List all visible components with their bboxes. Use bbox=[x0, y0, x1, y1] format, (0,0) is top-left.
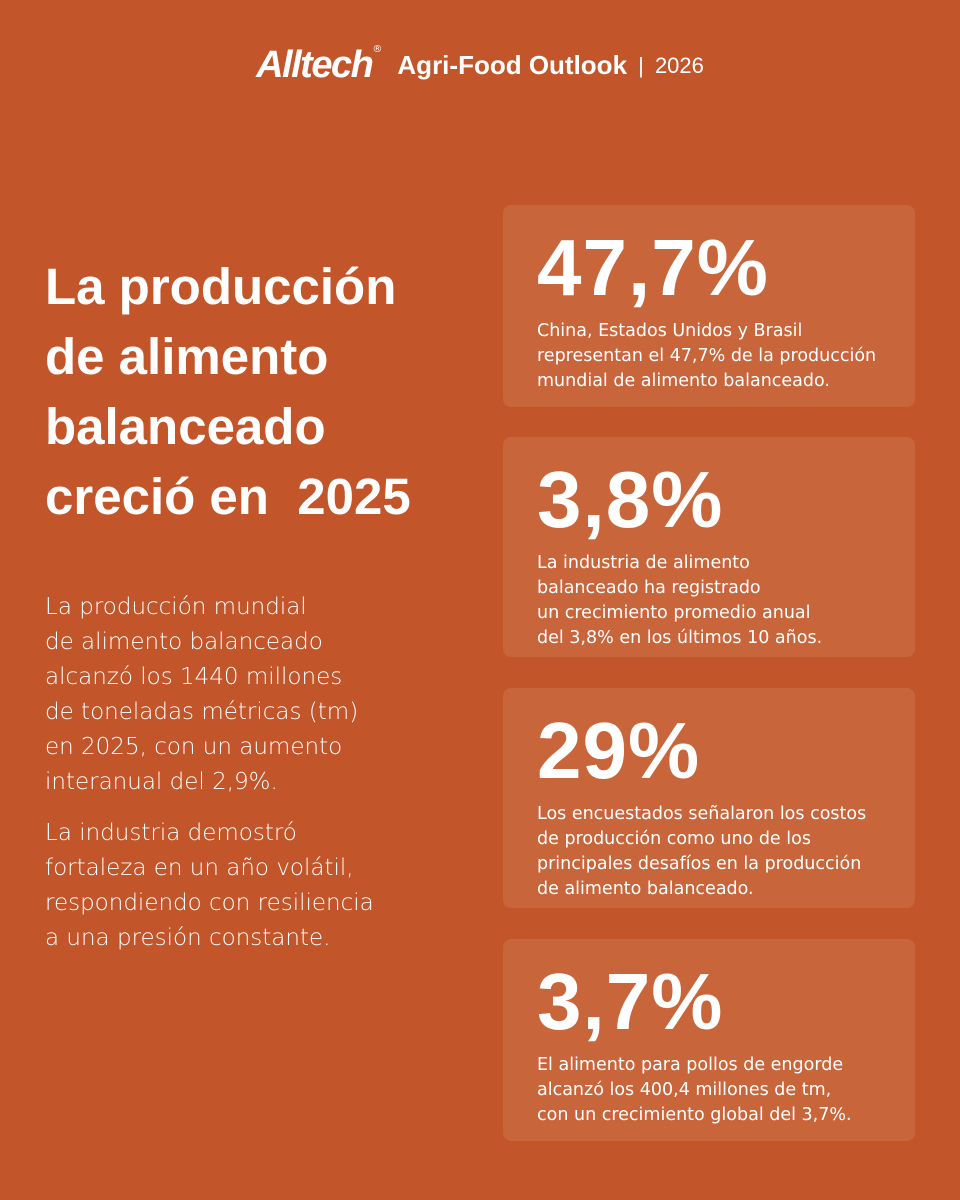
stat-figure: 29% bbox=[537, 706, 701, 795]
headline-line: La producción bbox=[45, 258, 397, 315]
stat-line: un crecimiento promedio anual bbox=[537, 603, 811, 623]
paragraph-line: alcanzó los 1440 millones bbox=[45, 664, 343, 690]
headline-line: creció en 2025 bbox=[45, 468, 411, 525]
stat-figure: 3,7% bbox=[537, 957, 724, 1046]
stat-card: 47,7% China, Estados Unidos y Brasil repre… bbox=[503, 205, 915, 407]
header: Alltech® Agri-Food Outlook | 2026 bbox=[0, 44, 960, 87]
stat-description: El alimento para pollos de engorde alcanz… bbox=[537, 1053, 881, 1128]
stat-line: El alimento para pollos de engorde bbox=[537, 1055, 844, 1075]
paragraph-line: a una presión constante. bbox=[45, 925, 331, 951]
brand-logo: Alltech bbox=[256, 44, 374, 86]
separator: | bbox=[638, 52, 644, 78]
headline: La producción de alimento balanceado creció… bbox=[45, 252, 411, 532]
stat-card: 3,7% El alimento para pollos de engorde al… bbox=[503, 939, 915, 1141]
stat-line: La industria de alimento bbox=[537, 553, 750, 573]
stat-line: China, Estados Unidos y Brasil bbox=[537, 321, 803, 341]
stat-line: representan el 47,7% de la producción bbox=[537, 346, 877, 366]
stat-figure: 3,8% bbox=[537, 455, 724, 544]
headline-line: balanceado bbox=[45, 398, 326, 455]
stat-figure: 47,7% bbox=[537, 223, 769, 312]
stat-card: 29% Los encuestados señalaron los costos d… bbox=[503, 688, 915, 908]
stat-line: Los encuestados señalaron los costos bbox=[537, 804, 867, 824]
registered-mark: ® bbox=[372, 44, 383, 55]
paragraph-line: interanual del 2,9%. bbox=[45, 769, 278, 795]
paragraph-line: en 2025, con un aumento bbox=[45, 734, 343, 760]
paragraph-line: La producción mundial bbox=[45, 594, 307, 620]
stat-line: con un crecimiento global del 3,7%. bbox=[537, 1105, 852, 1125]
stat-description: China, Estados Unidos y Brasil representa… bbox=[537, 319, 881, 394]
paragraph-line: fortaleza en un año volátil, bbox=[45, 855, 354, 881]
paragraph-line: de toneladas métricas (tm) bbox=[45, 699, 359, 725]
stat-line: mundial de alimento balanceado. bbox=[537, 371, 830, 391]
paragraph-line: de alimento balanceado bbox=[45, 629, 323, 655]
stat-line: balanceado ha registrado bbox=[537, 578, 761, 598]
headline-line: de alimento bbox=[45, 328, 329, 385]
year: 2026 bbox=[654, 52, 704, 78]
paragraph-line: La industria demostró bbox=[45, 820, 297, 846]
stat-line: alcanzó los 400,4 millones de tm, bbox=[537, 1080, 832, 1100]
product-name: Agri-Food Outlook bbox=[397, 50, 628, 80]
stat-line: principales desafíos en la producción bbox=[537, 854, 862, 874]
stat-line: de alimento balanceado. bbox=[537, 879, 754, 899]
stat-description: La industria de alimento balanceado ha re… bbox=[537, 551, 881, 651]
paragraph: La producción mundial de alimento balance… bbox=[45, 590, 374, 800]
stat-description: Los encuestados señalaron los costos de p… bbox=[537, 802, 881, 902]
paragraph: La industria demostró fortaleza en un año… bbox=[45, 816, 374, 956]
paragraph-line: respondiendo con resiliencia bbox=[45, 890, 374, 916]
stat-card: 3,8% La industria de alimento balanceado h… bbox=[503, 437, 915, 657]
stat-line: del 3,8% en los últimos 10 años. bbox=[537, 628, 823, 648]
body-text: La producción mundial de alimento balance… bbox=[45, 590, 374, 972]
stat-line: de producción como uno de los bbox=[537, 829, 811, 849]
